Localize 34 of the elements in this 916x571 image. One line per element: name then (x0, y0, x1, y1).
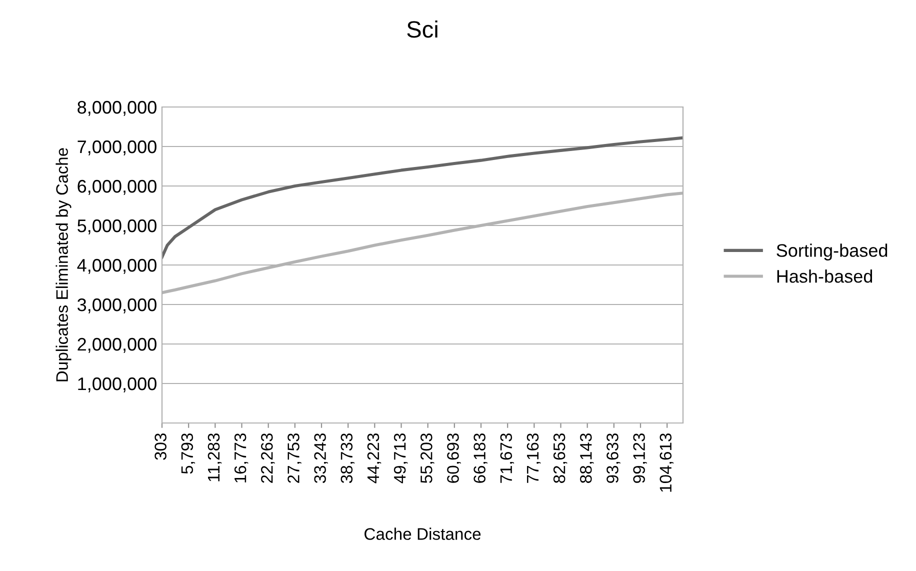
x-tick-label: 27,753 (288, 433, 302, 483)
x-tick-label: 82,653 (553, 433, 568, 483)
x-tick-label: 22,263 (261, 433, 275, 483)
x-tick-label: 60,693 (447, 433, 461, 483)
chart-title: Sci (407, 20, 438, 38)
y-tick-label: 4,000,000 (77, 258, 156, 274)
y-tick-label: 2,000,000 (78, 338, 156, 353)
x-tick-label: 5,793 (181, 433, 196, 474)
x-tick-label: 77,163 (526, 433, 541, 483)
x-axis-title: Cache Distance (364, 528, 481, 540)
x-tick-label: 44,223 (367, 433, 382, 484)
x-tick-label: 33,243 (314, 433, 328, 484)
x-tick-label: 49,713 (394, 433, 408, 484)
y-tick-label: 5,000,000 (78, 219, 156, 234)
x-tick-label: 55,203 (420, 433, 434, 484)
y-tick-label: 1,000,000 (78, 377, 156, 392)
y-tick-label: 6,000,000 (78, 180, 156, 195)
y-tick-label: 3,000,000 (78, 298, 156, 314)
x-tick-label: 88,143 (580, 433, 594, 483)
x-tick-label: 71,673 (500, 433, 514, 483)
y-axis-title: Duplicates Eliminated by Cache (56, 148, 72, 382)
x-tick-label: 93,633 (606, 433, 620, 483)
x-tick-label: 38,733 (340, 433, 355, 484)
x-tick-label: 11,283 (208, 433, 222, 482)
y-tick-label: 8,000,000 (78, 100, 156, 116)
legend-label: Sorting-based (776, 244, 888, 260)
x-tick-label: 66,183 (474, 433, 488, 483)
legend-label: Hash-based (777, 270, 872, 283)
line-series (162, 136, 683, 259)
x-tick-label: 99,123 (633, 433, 647, 483)
x-tick-label: 104,613 (660, 433, 674, 492)
x-tick-label: 303 (154, 433, 166, 460)
y-tick-label: 7,000,000 (78, 140, 156, 156)
x-tick-label: 16,773 (234, 433, 248, 482)
